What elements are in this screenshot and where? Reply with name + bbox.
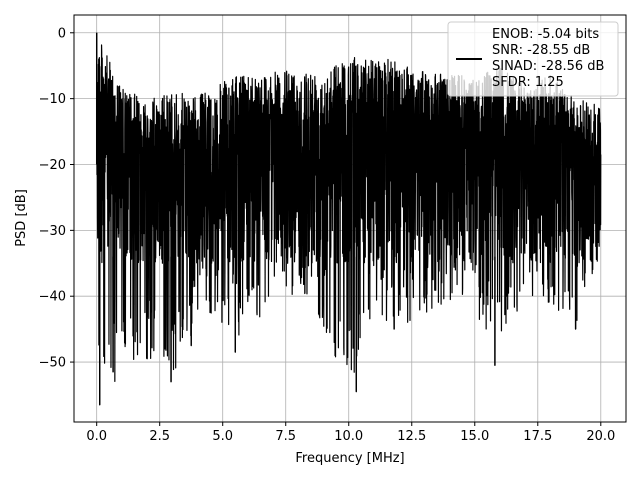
x-axis-label: Frequency [MHz] (295, 451, 404, 466)
plot-frame (73, 14, 627, 423)
legend-snr: SNR: -28.55 dB (492, 43, 590, 58)
y-axis-ticks: 0 −10 −20 −30 −40 −50 (39, 26, 74, 371)
y-tick-label: −50 (39, 356, 66, 371)
legend-sinad: SINAD: -28.56 dB (492, 59, 604, 74)
legend: ENOB: -5.04 bits SNR: -28.55 dB SINAD: -… (447, 21, 619, 97)
x-axis-ticks: 0.0 2.5 5.0 7.5 10.0 12.5 15.0 17.5 20.0 (86, 422, 615, 444)
y-tick-label: −30 (39, 224, 66, 239)
x-tick-label: 15.0 (460, 429, 489, 444)
y-tick-label: −20 (39, 158, 66, 173)
legend-enob: ENOB: -5.04 bits (492, 27, 599, 42)
x-tick-label: 2.5 (149, 429, 170, 444)
x-tick-label: 10.0 (334, 429, 363, 444)
x-tick-label: 5.0 (212, 429, 233, 444)
y-tick-label: −10 (39, 92, 66, 107)
legend-box (447, 21, 619, 97)
x-tick-label: 12.5 (397, 429, 426, 444)
x-tick-label: 20.0 (586, 429, 615, 444)
x-tick-label: 7.5 (275, 429, 296, 444)
y-tick-label: 0 (58, 26, 66, 41)
psd-series (95, 32, 602, 406)
x-tick-label: 17.5 (523, 429, 552, 444)
x-tick-label: 0.0 (86, 429, 107, 444)
y-axis-label: PSD [dB] (14, 189, 29, 247)
y-tick-label: −40 (39, 290, 66, 305)
legend-sfdr: SFDR: 1.25 (492, 75, 564, 90)
psd-trace (96, 32, 602, 406)
